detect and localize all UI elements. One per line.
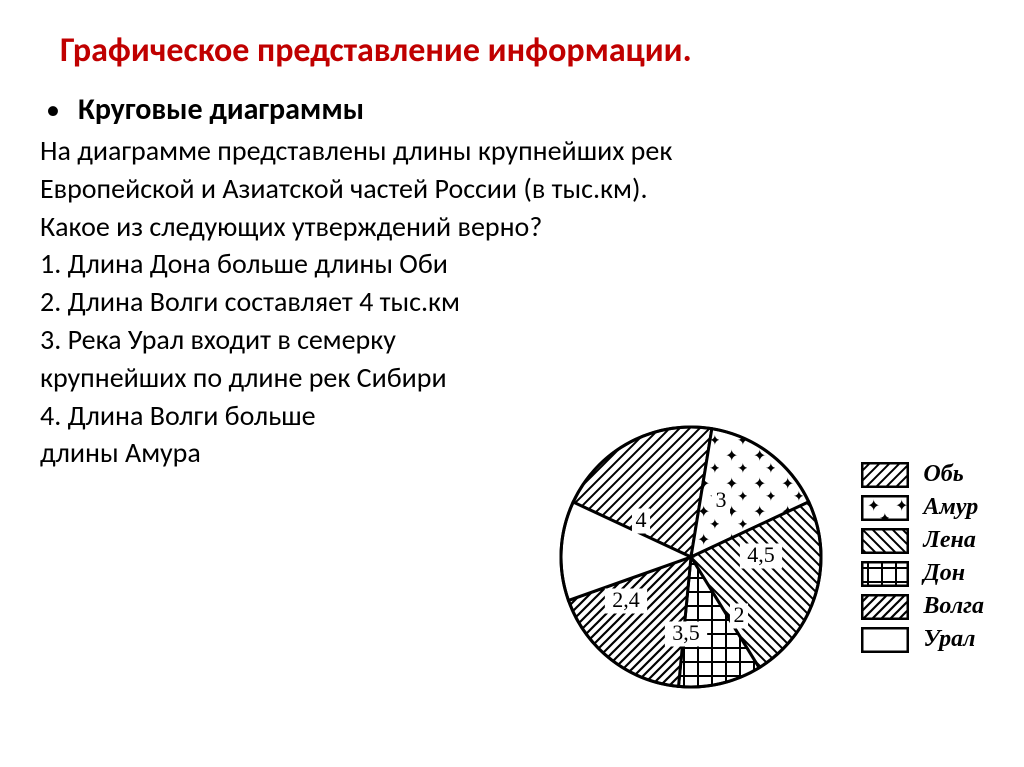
- legend-row: Урал: [861, 626, 984, 653]
- pie-slice-label: 2,4: [613, 587, 641, 612]
- body-line: 3. Река Урал входит в семерку: [40, 321, 984, 359]
- bullet-icon: •: [46, 96, 60, 124]
- legend-swatch: [861, 528, 909, 554]
- body-line: крупнейших по длине рек Сибири: [40, 359, 984, 397]
- legend-swatch: [861, 495, 909, 521]
- legend-label: Урал: [923, 626, 975, 653]
- legend-row: Лена: [861, 527, 984, 554]
- page-title: Графическое представление информации.: [60, 30, 984, 71]
- chart-area: ✦ ✦: [551, 417, 984, 697]
- body-line: 1. Длина Дона больше длины Оби: [40, 245, 984, 283]
- subtitle-row: • Круговые диаграммы: [40, 91, 984, 128]
- body-line: На диаграмме представлены длины крупнейш…: [40, 132, 984, 170]
- subtitle: Круговые диаграммы: [78, 91, 364, 128]
- legend-swatch: [861, 594, 909, 620]
- legend-row: Дон: [861, 560, 984, 587]
- legend-swatch: [861, 627, 909, 653]
- legend-label: Волга: [923, 593, 984, 620]
- legend-row: Обь: [861, 461, 984, 488]
- body-line: 2. Длина Волги составляет 4 тыс.км: [40, 283, 984, 321]
- legend-swatch: [861, 561, 909, 587]
- legend-label: Лена: [923, 527, 975, 554]
- legend-row: Амур: [861, 494, 984, 521]
- body-line: Европейской и Азиатской частей России (в…: [40, 170, 984, 208]
- legend-swatch: [861, 462, 909, 488]
- body-line: Какое из следующих утверждений верно?: [40, 208, 984, 246]
- pie-chart: ✦ ✦: [551, 417, 831, 697]
- slide: Графическое представление информации. • …: [0, 0, 1024, 767]
- legend: Обь Амур Лена Дон Волга Урал: [861, 455, 984, 659]
- pie-slice-label: 4: [636, 507, 647, 532]
- pie-slice-label: 2: [734, 602, 745, 627]
- legend-label: Обь: [923, 461, 963, 488]
- legend-label: Амур: [923, 494, 978, 521]
- pie-slice-label: 3: [716, 487, 727, 512]
- legend-row: Волга: [861, 593, 984, 620]
- pie-slice-label: 4,5: [748, 542, 776, 567]
- legend-label: Дон: [923, 560, 965, 587]
- pie-slice-label: 3,5: [673, 620, 701, 645]
